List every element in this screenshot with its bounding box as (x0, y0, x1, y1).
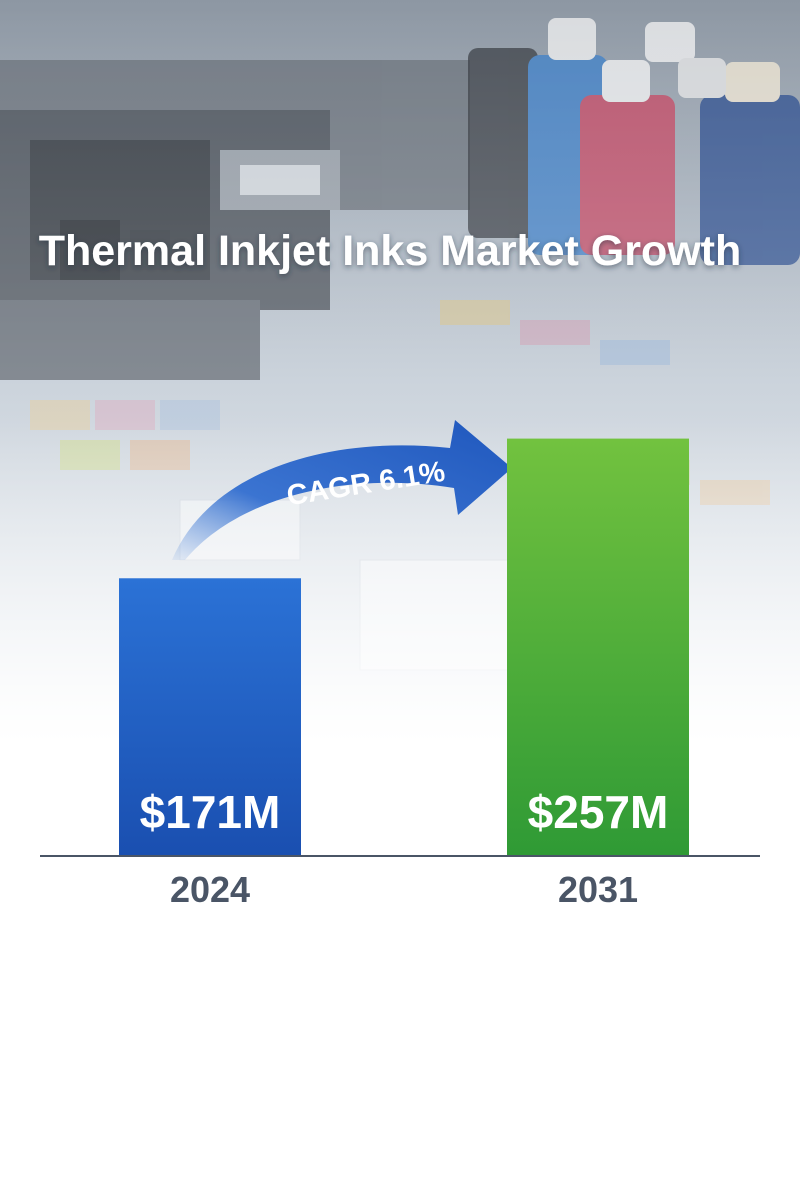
growth-arrow-icon (172, 420, 512, 560)
chart-title: Thermal Inkjet Inks Market Growth (39, 227, 742, 275)
x-tick-label: 2024 (170, 869, 250, 910)
bar-series: $171M $257M (119, 438, 689, 856)
x-tick-label: 2031 (558, 869, 638, 910)
bar-2031 (507, 438, 689, 856)
x-axis-ticks: 2024 2031 (170, 869, 638, 910)
bar-value-label: $171M (140, 786, 281, 838)
bar-2024 (119, 578, 301, 856)
bar-value-label: $257M (528, 786, 669, 838)
